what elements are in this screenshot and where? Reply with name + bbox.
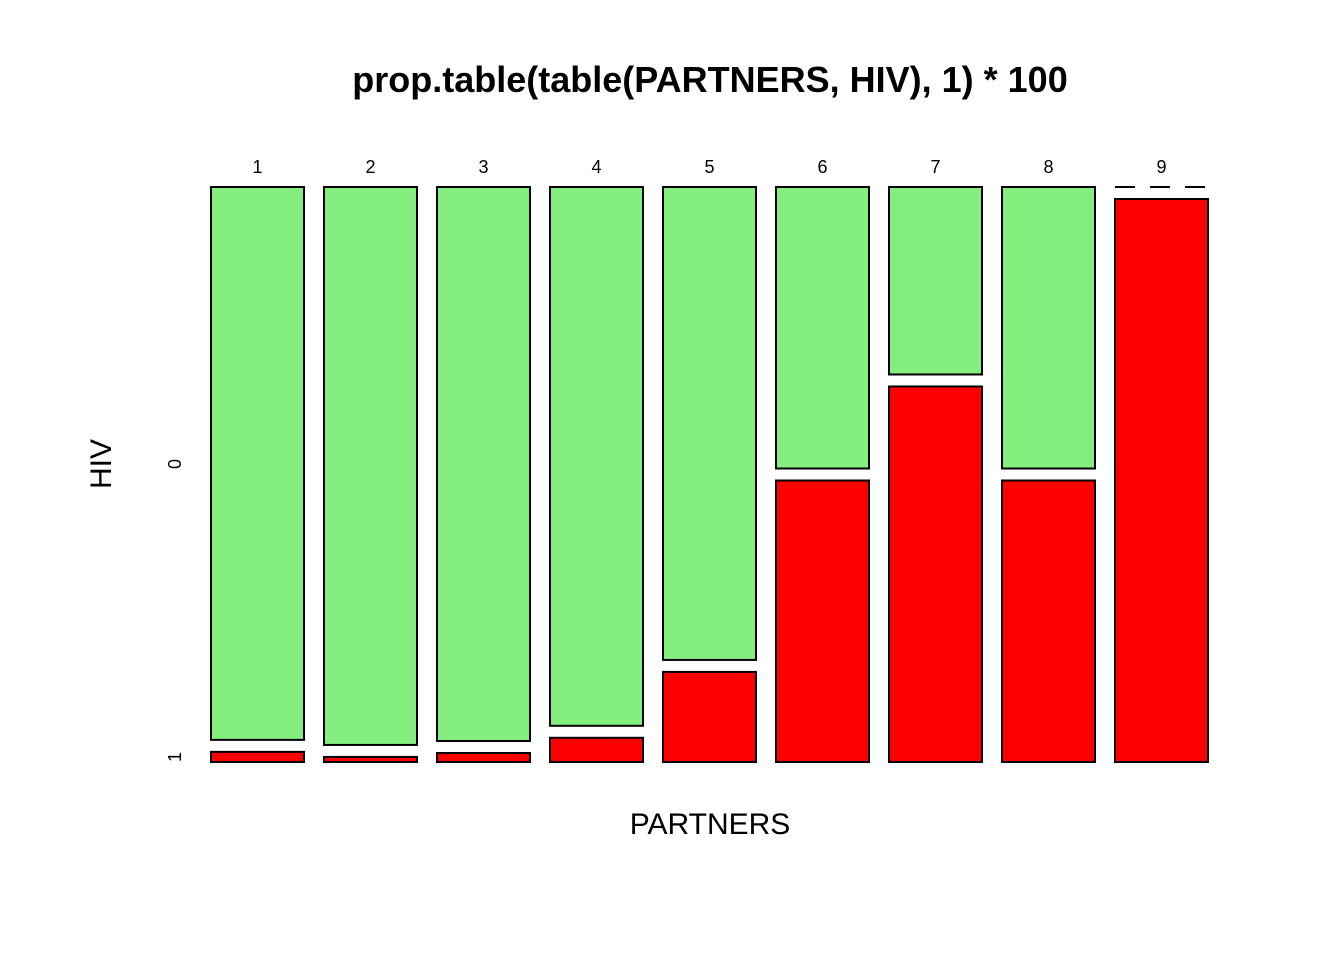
mosaic-tile: [662, 186, 757, 661]
mosaic-tile: [323, 186, 418, 746]
column-label: 6: [817, 157, 827, 177]
column-label: 7: [930, 157, 940, 177]
column-label: 9: [1156, 157, 1166, 177]
column-label: 4: [591, 157, 601, 177]
column-label: 3: [478, 157, 488, 177]
mosaic-tile: [210, 186, 305, 741]
column-label: 2: [365, 157, 375, 177]
mosaic-tile: [323, 755, 418, 763]
row-label: 0: [165, 459, 185, 469]
mosaic-tile: [1114, 198, 1209, 763]
mosaic-tile: [549, 736, 644, 764]
mosaic-tile: [1001, 186, 1096, 470]
mosaic-tile: [662, 670, 757, 763]
mosaic-tile: [1001, 479, 1096, 763]
mosaic-tile: [549, 186, 644, 727]
mosaic-tile: [775, 186, 870, 470]
x-axis-label: PARTNERS: [630, 808, 791, 841]
mosaic-tile: [775, 479, 870, 763]
chart-title: prop.table(table(PARTNERS, HIV), 1) * 10…: [352, 59, 1067, 100]
mosaic-tile: [436, 751, 531, 764]
mosaic-tile: [210, 750, 305, 764]
column-label: 5: [704, 157, 714, 177]
y-axis-label: HIV: [85, 439, 118, 489]
row-label: 1: [165, 752, 185, 762]
column-label: 1: [252, 157, 262, 177]
mosaic-tile: [888, 186, 983, 376]
column-label: 8: [1043, 157, 1053, 177]
mosaic-tile: [888, 385, 983, 763]
mosaic-tile: [436, 186, 531, 742]
